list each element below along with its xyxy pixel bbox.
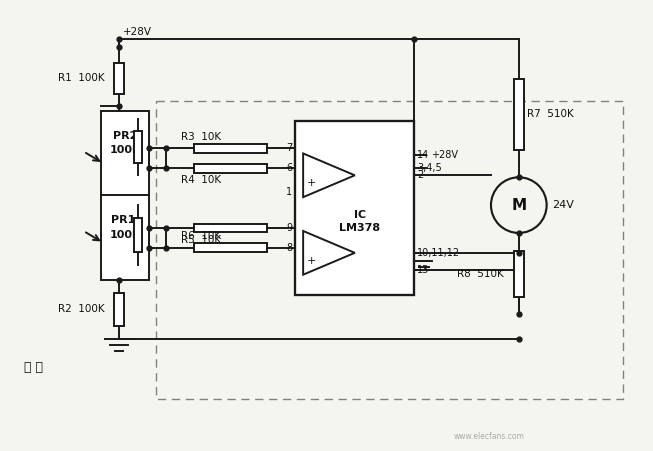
Bar [514,79,524,150]
Text: +: + [307,178,317,188]
Text: 10,11,12: 10,11,12 [417,248,460,258]
Text: R1  100K: R1 100K [57,74,104,83]
Bar [156,101,623,399]
Text: www.elecfans.com: www.elecfans.com [454,432,524,441]
Text: 7: 7 [286,143,292,153]
Text: IC: IC [354,210,366,220]
Text: +28V: +28V [123,27,152,37]
Bar [514,251,524,296]
Bar [114,293,124,326]
Text: 100k: 100k [109,230,140,240]
Text: 2: 2 [417,170,424,180]
Bar [195,224,267,232]
Bar [135,131,142,163]
Text: 3,4,5: 3,4,5 [417,163,442,173]
Text: R3  10K: R3 10K [181,132,221,142]
Text: 8: 8 [286,243,292,253]
Text: M: M [511,198,526,212]
Bar [195,144,267,153]
Text: LM378: LM378 [339,223,380,233]
Text: R2  100K: R2 100K [57,304,104,314]
Text: R8  510K: R8 510K [457,269,504,279]
Text: R4  10K: R4 10K [181,175,221,185]
Bar [114,63,124,94]
Text: PR2: PR2 [113,131,137,141]
Bar [295,121,415,295]
Text: +: + [307,256,317,266]
Text: 9: 9 [286,223,292,233]
Text: 14: 14 [417,151,430,161]
Text: R7  510K: R7 510K [527,109,573,119]
Text: 6: 6 [286,163,292,173]
Text: R5  10K: R5 10K [181,235,221,245]
Text: 24V: 24V [552,200,575,210]
Text: 100k: 100k [110,146,140,156]
Bar [101,110,149,280]
Text: 1: 1 [286,187,292,197]
Bar [135,218,142,252]
Text: 13: 13 [417,265,430,275]
Bar [195,244,267,252]
Text: PR1: PR1 [111,215,136,225]
Text: +28V: +28V [432,151,458,161]
Text: R6  10K: R6 10K [181,231,221,241]
Text: 图 九: 图 九 [24,361,43,373]
Bar [195,164,267,173]
